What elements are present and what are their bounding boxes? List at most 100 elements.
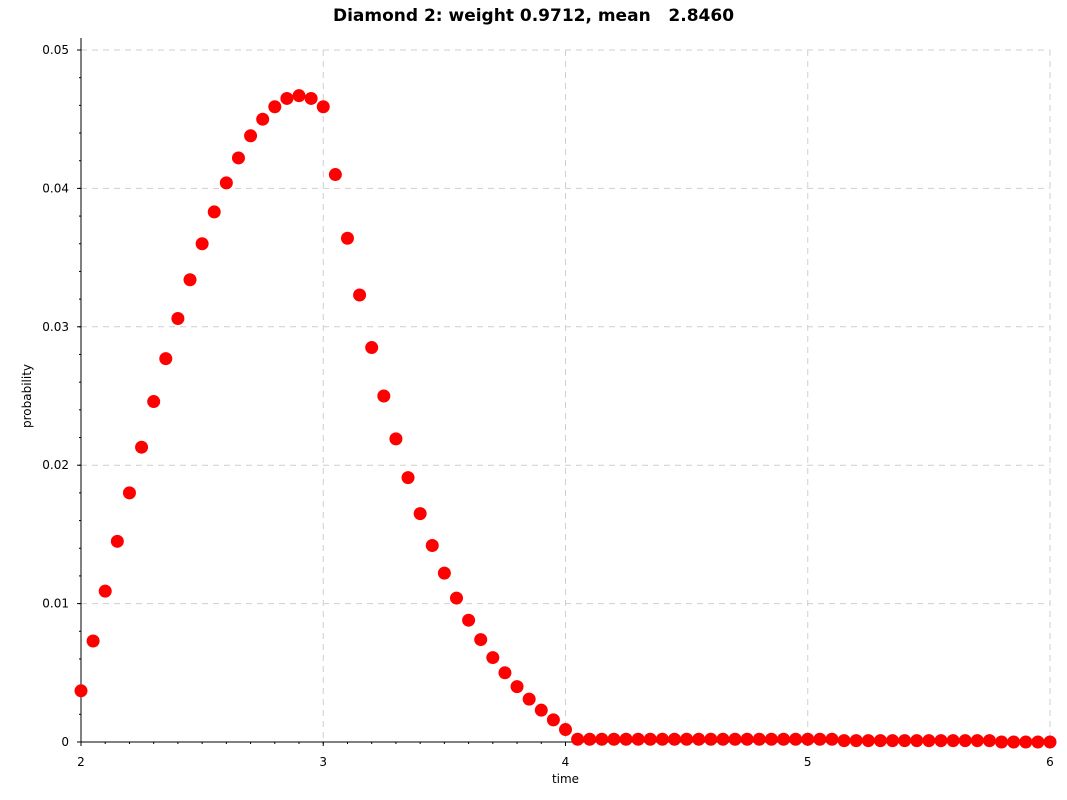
y-axis-label: probability — [20, 364, 34, 428]
data-point — [571, 732, 585, 746]
data-point — [353, 288, 367, 302]
data-point — [692, 732, 706, 746]
data-point — [764, 732, 778, 746]
data-point — [1007, 735, 1021, 749]
data-point — [995, 735, 1009, 749]
data-point — [207, 205, 221, 219]
data-point — [510, 680, 524, 694]
data-point — [159, 352, 173, 366]
data-point — [486, 651, 500, 665]
data-point — [922, 734, 936, 748]
data-point — [231, 151, 245, 165]
data-point — [801, 732, 815, 746]
data-point — [716, 732, 730, 746]
axes — [77, 38, 1051, 746]
x-tick-label: 3 — [319, 755, 327, 769]
data-point — [195, 237, 209, 251]
data-point — [813, 732, 827, 746]
data-point — [680, 732, 694, 746]
data-point — [946, 734, 960, 748]
data-point — [970, 734, 984, 748]
data-point — [304, 91, 318, 105]
data-point — [898, 734, 912, 748]
y-tick-label: 0.01 — [42, 597, 69, 611]
data-point — [135, 440, 149, 454]
data-point — [110, 534, 124, 548]
data-point — [643, 732, 657, 746]
y-tick-label: 0.05 — [42, 43, 69, 57]
data-point — [449, 591, 463, 605]
data-point — [886, 734, 900, 748]
data-points — [74, 89, 1057, 749]
data-point — [873, 734, 887, 748]
y-tick-label: 0 — [61, 735, 69, 749]
data-point — [934, 734, 948, 748]
data-point — [789, 732, 803, 746]
data-point — [825, 732, 839, 746]
data-point — [1031, 735, 1045, 749]
data-point — [546, 713, 560, 727]
data-point — [861, 734, 875, 748]
data-point — [74, 684, 88, 698]
data-point — [849, 734, 863, 748]
data-point — [244, 129, 258, 143]
data-point — [437, 566, 451, 580]
data-point — [910, 734, 924, 748]
y-tick-label: 0.03 — [42, 320, 69, 334]
data-point — [583, 732, 597, 746]
data-point — [982, 734, 996, 748]
data-point — [401, 471, 415, 485]
data-point — [1019, 735, 1033, 749]
data-point — [498, 666, 512, 680]
data-point — [328, 168, 342, 182]
data-point — [462, 613, 476, 627]
data-point — [292, 89, 306, 103]
x-tick-labels: 2 3 4 5 6 — [77, 755, 1054, 769]
data-point — [147, 395, 161, 409]
data-point — [522, 692, 536, 706]
data-point — [704, 732, 718, 746]
data-point — [474, 633, 488, 647]
data-point — [655, 732, 669, 746]
chart-title: Diamond 2: weight 0.9712, mean 2.8460 — [332, 6, 735, 26]
data-point — [219, 176, 233, 190]
data-point — [389, 432, 403, 446]
x-axis-label: time — [552, 772, 579, 786]
x-tick-label: 5 — [804, 755, 812, 769]
data-point — [413, 507, 427, 521]
data-point — [122, 486, 136, 500]
grid-lines — [81, 49, 1051, 742]
data-point — [377, 389, 391, 403]
data-point — [777, 732, 791, 746]
data-point — [280, 91, 294, 105]
y-tick-label: 0.04 — [42, 181, 69, 195]
data-point — [183, 273, 197, 287]
data-point — [98, 584, 112, 598]
data-point — [316, 100, 330, 114]
data-point — [740, 732, 754, 746]
data-point — [668, 732, 682, 746]
data-point — [86, 634, 100, 648]
data-point — [631, 732, 645, 746]
data-point — [268, 100, 282, 114]
data-point — [837, 734, 851, 748]
data-point — [1043, 735, 1057, 749]
data-point — [365, 341, 379, 355]
x-tick-label: 2 — [77, 755, 85, 769]
data-point — [534, 703, 548, 717]
data-point — [958, 734, 972, 748]
y-tick-label: 0.02 — [42, 458, 69, 472]
x-tick-label: 4 — [562, 755, 570, 769]
data-point — [256, 112, 270, 126]
data-point — [607, 732, 621, 746]
data-point — [619, 732, 633, 746]
data-point — [340, 231, 354, 245]
data-point — [752, 732, 766, 746]
data-point — [425, 538, 439, 552]
data-point — [559, 723, 572, 737]
y-tick-labels: 0 0.01 0.02 0.03 0.04 0.05 — [42, 43, 69, 749]
data-point — [171, 311, 185, 325]
x-tick-label: 6 — [1046, 755, 1054, 769]
data-point — [595, 732, 609, 746]
